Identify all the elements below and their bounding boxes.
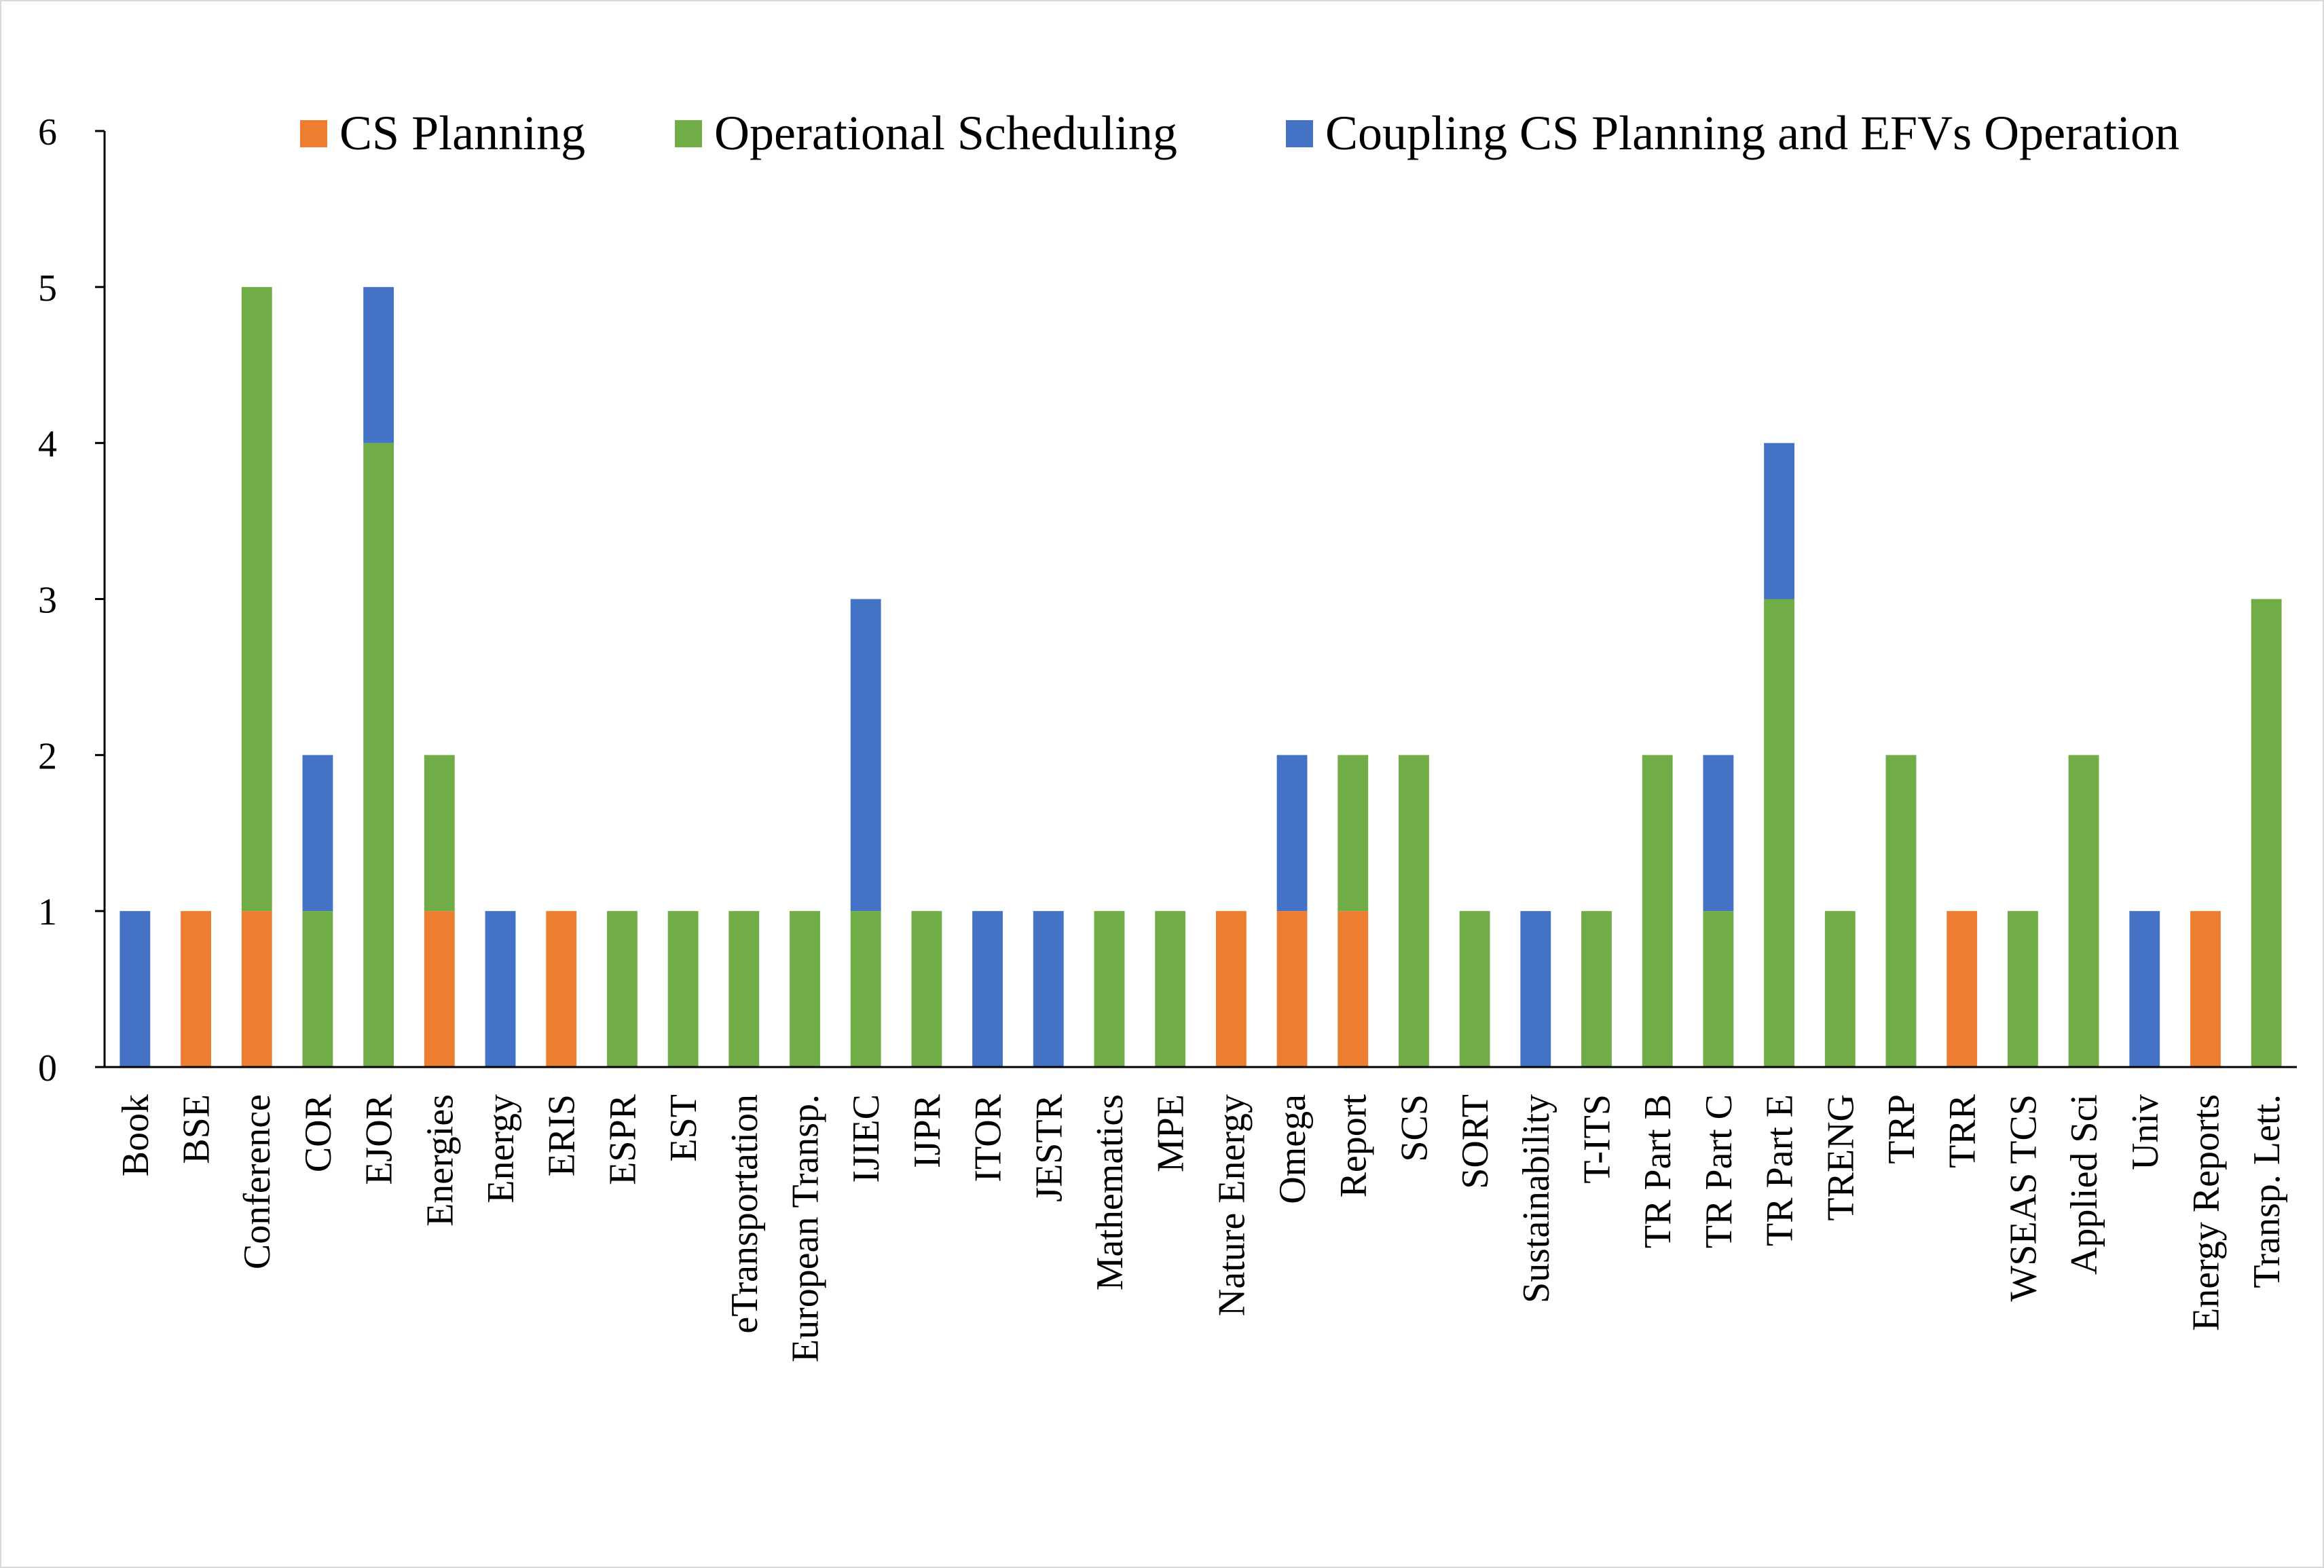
x-tick-label: WSEAS TCS bbox=[2002, 1094, 2044, 1301]
bar-segment bbox=[2007, 911, 2038, 1067]
bar-segment bbox=[241, 911, 272, 1067]
x-tick-label: Report bbox=[1333, 1094, 1375, 1198]
bar-segment bbox=[302, 911, 333, 1067]
bar-segment bbox=[1459, 911, 1490, 1067]
y-tick-label: 5 bbox=[38, 267, 57, 310]
y-tick-label: 0 bbox=[38, 1047, 57, 1089]
x-tick-label: SCS bbox=[1393, 1094, 1435, 1162]
x-tick-label: T-ITS bbox=[1576, 1094, 1619, 1184]
bars bbox=[119, 286, 2282, 1067]
bar-segment bbox=[1764, 443, 1795, 599]
x-tick-label: ERIS bbox=[541, 1094, 583, 1176]
x-tick-label: TRP bbox=[1881, 1094, 1923, 1164]
bar-segment bbox=[667, 911, 699, 1067]
bar-segment bbox=[1703, 755, 1734, 912]
bar-segment bbox=[2190, 911, 2221, 1067]
x-tick-label: Omega bbox=[1272, 1094, 1314, 1204]
bar-segment bbox=[850, 599, 881, 912]
bar-segment bbox=[1824, 911, 1856, 1067]
bar-segment bbox=[424, 755, 455, 912]
bar-segment bbox=[1764, 599, 1795, 1067]
bar-segment bbox=[1642, 755, 1673, 1067]
bar-segment bbox=[546, 911, 577, 1067]
x-tick-label: IJIEC bbox=[845, 1094, 887, 1183]
x-tick-label: Energy bbox=[480, 1094, 522, 1203]
bar-segment bbox=[850, 911, 881, 1067]
bar-segment bbox=[302, 755, 333, 912]
legend-label: Coupling CS Planning and EFVs Operation bbox=[1325, 106, 2179, 160]
bar-segment bbox=[119, 911, 151, 1067]
y-tick-label: 2 bbox=[38, 735, 57, 777]
x-tick-label: IJPR bbox=[906, 1094, 948, 1168]
x-tick-label: eTransportation bbox=[724, 1094, 766, 1334]
legend-swatch bbox=[300, 120, 327, 147]
y-tick-label: 4 bbox=[38, 424, 57, 466]
bar-segment bbox=[1276, 755, 1308, 912]
bar-segment bbox=[2129, 911, 2160, 1067]
bar-segment bbox=[1276, 911, 1308, 1067]
bar-segment bbox=[2068, 755, 2099, 1067]
bar-segment bbox=[1338, 755, 1369, 912]
x-tick-label: JESTR bbox=[1028, 1094, 1070, 1201]
legend-label: CS Planning bbox=[339, 106, 585, 160]
y-tick-label: 6 bbox=[38, 111, 57, 153]
x-tick-label: Book bbox=[115, 1094, 157, 1176]
x-tick-label: Nature Energy bbox=[1211, 1094, 1253, 1316]
bar-segment bbox=[363, 443, 394, 1067]
bar-segment bbox=[606, 911, 638, 1067]
x-axis: Book BSE Conference COR EJOR Energies Energy ER… bbox=[105, 1066, 2297, 1362]
bar-segment bbox=[485, 911, 516, 1067]
bar-segment bbox=[728, 911, 760, 1067]
x-tick-label: TRENG bbox=[1820, 1094, 1862, 1221]
x-tick-label: ESPR bbox=[602, 1094, 644, 1184]
x-tick-label: BSE bbox=[176, 1094, 218, 1164]
bar-segment bbox=[1094, 911, 1125, 1067]
x-tick-label: EST bbox=[663, 1094, 705, 1162]
x-tick-label: SORT bbox=[1454, 1094, 1496, 1189]
x-tick-label: Energy Reports bbox=[2185, 1094, 2227, 1331]
legend-swatch bbox=[1286, 120, 1313, 147]
bar-segment bbox=[1520, 911, 1551, 1067]
y-axis: 0 1 2 3 4 5 6 bbox=[38, 111, 106, 1089]
x-tick-label: EJOR bbox=[358, 1094, 401, 1184]
x-tick-label: Conference bbox=[236, 1094, 278, 1269]
x-tick-label: COR bbox=[297, 1094, 339, 1172]
bar-segment bbox=[1885, 755, 1917, 1067]
x-tick-label: Energies bbox=[419, 1094, 461, 1227]
y-tick-label: 3 bbox=[38, 580, 57, 622]
legend: CS Planning Operational Scheduling Couplin… bbox=[300, 106, 2179, 160]
x-tick-label: European Transp. bbox=[784, 1094, 826, 1362]
bar-segment bbox=[1338, 911, 1369, 1067]
x-tick-label: MPE bbox=[1150, 1094, 1192, 1172]
x-tick-label: TRR bbox=[1942, 1094, 1984, 1168]
x-tick-label: Mathematics bbox=[1089, 1094, 1131, 1290]
bar-segment bbox=[1399, 755, 1429, 1067]
bar-segment bbox=[1215, 911, 1247, 1067]
bar-segment bbox=[241, 286, 272, 912]
x-tick-label: ITOR bbox=[967, 1094, 1010, 1182]
x-tick-label: TR Part E bbox=[1759, 1094, 1801, 1246]
x-tick-label: TR Part B bbox=[1637, 1094, 1679, 1248]
bar-segment bbox=[1947, 911, 1978, 1067]
bar-segment bbox=[181, 911, 211, 1067]
y-tick-label: 1 bbox=[38, 891, 57, 933]
bar-segment bbox=[911, 911, 942, 1067]
x-tick-label: TR Part C bbox=[1698, 1094, 1740, 1248]
bar-segment bbox=[2251, 599, 2282, 1067]
bar-segment bbox=[1033, 911, 1064, 1067]
bar-segment bbox=[1155, 911, 1186, 1067]
x-tick-label: Sustainability bbox=[1515, 1094, 1557, 1303]
bar-segment bbox=[1581, 911, 1612, 1067]
bar-segment bbox=[972, 911, 1003, 1067]
bar-segment bbox=[1703, 911, 1734, 1067]
legend-swatch bbox=[675, 120, 702, 147]
x-tick-label: Transp. Lett. bbox=[2246, 1094, 2288, 1288]
bar-segment bbox=[424, 911, 455, 1067]
bar-segment bbox=[790, 911, 820, 1067]
x-tick-label: Applied Sci bbox=[2063, 1094, 2105, 1275]
legend-label: Operational Scheduling bbox=[714, 106, 1177, 160]
bar-segment bbox=[363, 286, 394, 443]
x-tick-label: Univ bbox=[2124, 1094, 2166, 1170]
